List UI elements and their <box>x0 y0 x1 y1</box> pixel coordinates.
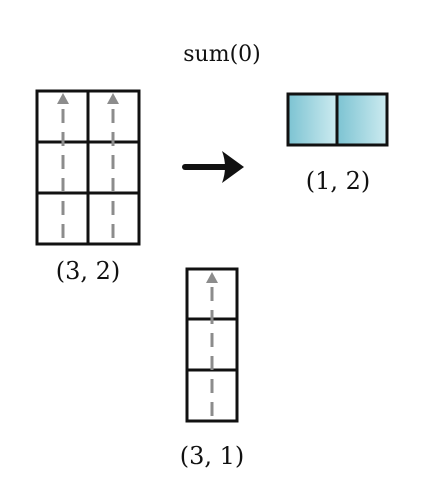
dashed-arrow-up-icon <box>206 272 218 416</box>
output-shape-label: (1, 2) <box>305 167 371 195</box>
matrix-cell <box>35 191 90 246</box>
operation-title: sum(0) <box>183 42 261 67</box>
column-vector <box>185 267 239 423</box>
dashed-arrow-up-icon <box>107 93 119 238</box>
output-matrix <box>286 92 389 147</box>
output-cell <box>335 92 389 147</box>
dashed-arrow-up-icon <box>57 93 69 238</box>
output-cell <box>286 92 339 147</box>
input-matrix <box>35 89 141 246</box>
input-shape-label: (3, 2) <box>55 257 121 285</box>
vector-shape-label: (3, 1) <box>179 442 245 470</box>
arrow-right-icon <box>182 151 244 183</box>
